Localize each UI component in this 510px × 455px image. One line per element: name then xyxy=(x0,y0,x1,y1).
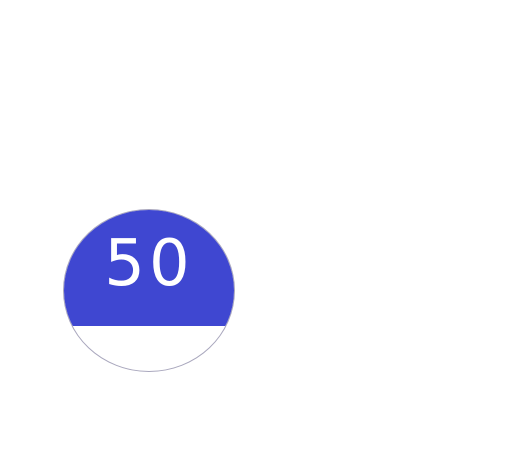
gauge-value-label: 50 xyxy=(104,227,194,301)
gauge-fill xyxy=(64,210,234,326)
value-gauge: 50 xyxy=(63,209,235,372)
